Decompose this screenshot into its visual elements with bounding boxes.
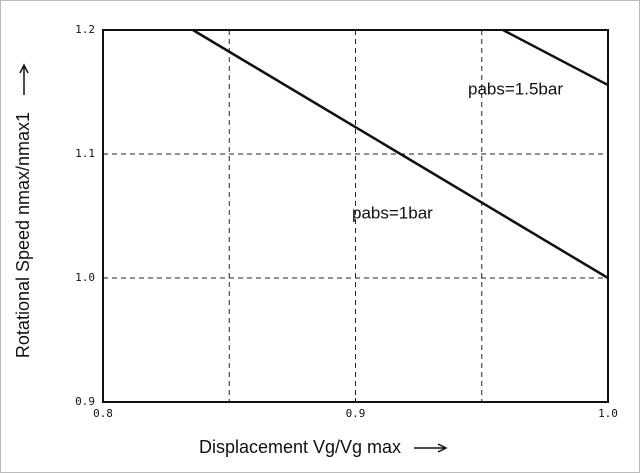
y-tick-label: 1.2 — [75, 23, 95, 36]
y-tick-label: 0.9 — [75, 395, 95, 408]
x-tick-label: 0.8 — [93, 407, 113, 420]
plot-frame — [102, 29, 609, 403]
y-label-group: Rotational Speed nmax/nmax1 — [13, 63, 33, 358]
x-tick-label: 0.9 — [346, 407, 366, 420]
x-tick-label: 1.0 — [598, 407, 618, 420]
y-tick-label: 1.0 — [75, 271, 95, 284]
x-arrow — [414, 443, 448, 453]
series-label: pabs=1bar — [352, 203, 433, 222]
series-line — [192, 28, 609, 280]
y-axis-label: Rotational Speed nmax/nmax1 — [13, 112, 33, 358]
y-arrow — [19, 63, 29, 95]
series-line — [502, 28, 609, 87]
x-axis-label: Displacement Vg/Vg max — [199, 437, 401, 457]
series-label: pabs=1.5bar — [468, 79, 563, 98]
y-tick-label: 1.1 — [75, 147, 95, 160]
